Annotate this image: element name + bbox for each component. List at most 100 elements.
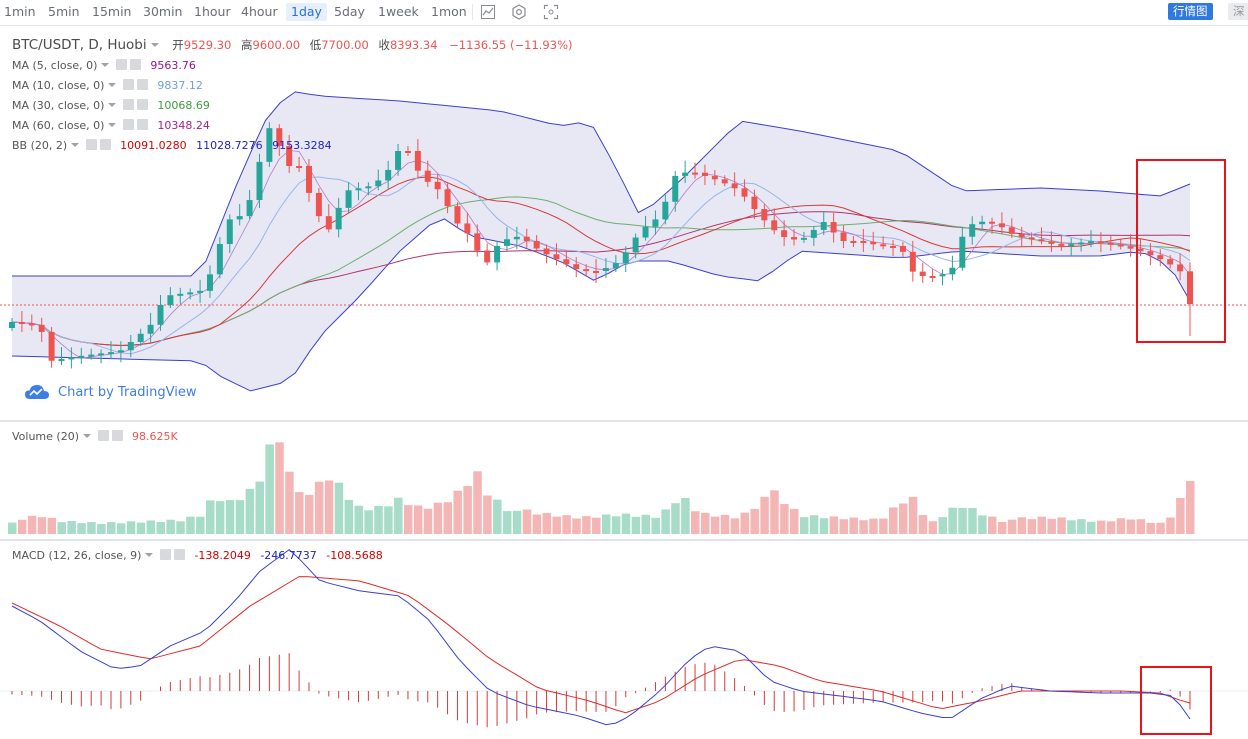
candle-body xyxy=(286,145,293,166)
timeframe-1hour[interactable]: 1hour xyxy=(194,4,231,19)
volume-bar xyxy=(205,500,215,534)
volume-bar xyxy=(314,481,324,534)
chart-view-button[interactable]: 行情图 xyxy=(1168,3,1213,20)
close-label: 收 xyxy=(378,38,390,52)
bollinger-band-fill xyxy=(12,91,1190,391)
price-chart-area[interactable] xyxy=(0,26,1248,420)
candle-body xyxy=(711,175,718,180)
indicator-label[interactable]: MA (60, close, 0) xyxy=(12,119,105,132)
close-icon[interactable] xyxy=(136,79,148,90)
candle-body xyxy=(731,183,738,189)
close-icon[interactable] xyxy=(136,99,148,110)
volume-chart-area[interactable] xyxy=(0,422,1248,539)
volume-bar xyxy=(384,506,393,534)
candle-body xyxy=(781,230,788,238)
volume-bar xyxy=(433,502,443,534)
timeframe-5day[interactable]: 5day xyxy=(334,4,365,19)
chart-style-icon[interactable] xyxy=(478,3,498,21)
volume-bar xyxy=(997,521,1007,534)
chevron-down-icon[interactable] xyxy=(101,63,110,67)
indicator-label[interactable]: MA (30, close, 0) xyxy=(12,99,105,112)
candle-body xyxy=(860,241,867,243)
volume-bar xyxy=(1087,521,1096,534)
candle-body xyxy=(563,259,570,265)
close-icon[interactable] xyxy=(173,549,185,560)
volume-bar xyxy=(8,522,17,534)
close-icon[interactable] xyxy=(129,59,141,70)
candle-body xyxy=(375,180,382,187)
indicator-ma30: MA (30, close, 0) 10068.69 xyxy=(12,98,210,114)
volume-bar xyxy=(156,521,165,534)
close-icon[interactable] xyxy=(99,139,111,150)
candle-body xyxy=(593,271,600,273)
volume-bar xyxy=(403,505,413,534)
volume-bar xyxy=(423,508,433,534)
candle-body xyxy=(791,237,798,240)
timeframe-4hour[interactable]: 4hour xyxy=(241,4,278,19)
timeframe-1min[interactable]: 1min xyxy=(4,4,36,19)
volume-bar xyxy=(1146,522,1155,534)
indicator-ma5: MA (5, close, 0) 9563.76 xyxy=(12,58,196,74)
pane-divider[interactable] xyxy=(0,420,1248,422)
timeframe-1week[interactable]: 1week xyxy=(378,4,419,19)
indicator-label[interactable]: Volume (20) xyxy=(12,430,79,443)
bb-lower-value: 9153.3284 xyxy=(272,139,332,152)
indicator-label[interactable]: MA (5, close, 0) xyxy=(12,59,98,72)
macd-chart-area[interactable] xyxy=(0,541,1248,739)
chevron-down-icon[interactable] xyxy=(108,123,117,127)
indicator-label[interactable]: MACD (12, 26, close, 9) xyxy=(12,549,142,562)
gear-icon[interactable] xyxy=(85,139,97,150)
close-icon[interactable] xyxy=(111,430,123,441)
candle-body xyxy=(48,331,55,361)
pane-divider[interactable] xyxy=(0,539,1248,541)
chevron-down-icon[interactable] xyxy=(83,434,91,438)
volume-bar xyxy=(780,504,789,534)
candle-body xyxy=(612,263,619,269)
candle-body xyxy=(276,128,283,146)
timeframe-15min[interactable]: 15min xyxy=(92,4,132,19)
gear-icon[interactable] xyxy=(97,430,109,441)
gear-icon[interactable] xyxy=(159,549,171,560)
volume-bar xyxy=(849,517,858,534)
close-icon[interactable] xyxy=(136,119,148,130)
volume-bar xyxy=(166,519,175,534)
indicator-label[interactable]: BB (20, 2) xyxy=(12,139,68,152)
chevron-down-icon[interactable] xyxy=(71,143,80,147)
candle-body xyxy=(692,172,699,175)
chevron-down-icon[interactable] xyxy=(150,43,159,47)
candle-body xyxy=(909,251,916,272)
volume-bar xyxy=(651,517,660,534)
symbol-title[interactable]: BTC/USDT, D, Huobi xyxy=(12,37,147,53)
chevron-down-icon[interactable] xyxy=(145,553,154,557)
tradingview-watermark[interactable]: Chart by TradingView xyxy=(24,382,196,402)
bollinger-lower-line xyxy=(11,218,1191,392)
indicator-label[interactable]: MA (10, close, 0) xyxy=(12,79,105,92)
candle-body xyxy=(850,241,857,243)
volume-bar xyxy=(978,515,987,534)
candle-body xyxy=(68,357,75,360)
settings-gear-icon[interactable] xyxy=(509,3,529,21)
chevron-down-icon[interactable] xyxy=(108,83,117,87)
gear-icon[interactable] xyxy=(122,99,134,110)
candle-body xyxy=(682,172,689,176)
volume-bar xyxy=(988,516,997,534)
timeframe-1mon[interactable]: 1mon xyxy=(431,4,467,19)
fullscreen-icon[interactable] xyxy=(541,3,561,21)
candle-body xyxy=(810,229,817,238)
toolbar-divider xyxy=(472,4,473,20)
gear-icon[interactable] xyxy=(122,79,134,90)
timeframe-1day[interactable]: 1day xyxy=(286,3,327,21)
volume-bar xyxy=(1037,516,1047,534)
chevron-down-icon[interactable] xyxy=(108,103,117,107)
candle-body xyxy=(305,166,312,193)
candle-body xyxy=(345,190,352,208)
bollinger-upper-line xyxy=(12,91,1191,277)
timeframe-5min[interactable]: 5min xyxy=(48,4,80,19)
timeframe-30min[interactable]: 30min xyxy=(143,4,183,19)
depth-view-button[interactable]: 深 xyxy=(1228,3,1248,20)
low-label: 低 xyxy=(309,38,322,52)
candle-body xyxy=(434,181,441,190)
gear-icon[interactable] xyxy=(122,119,134,130)
volume-bar xyxy=(879,518,888,534)
gear-icon[interactable] xyxy=(115,59,127,70)
